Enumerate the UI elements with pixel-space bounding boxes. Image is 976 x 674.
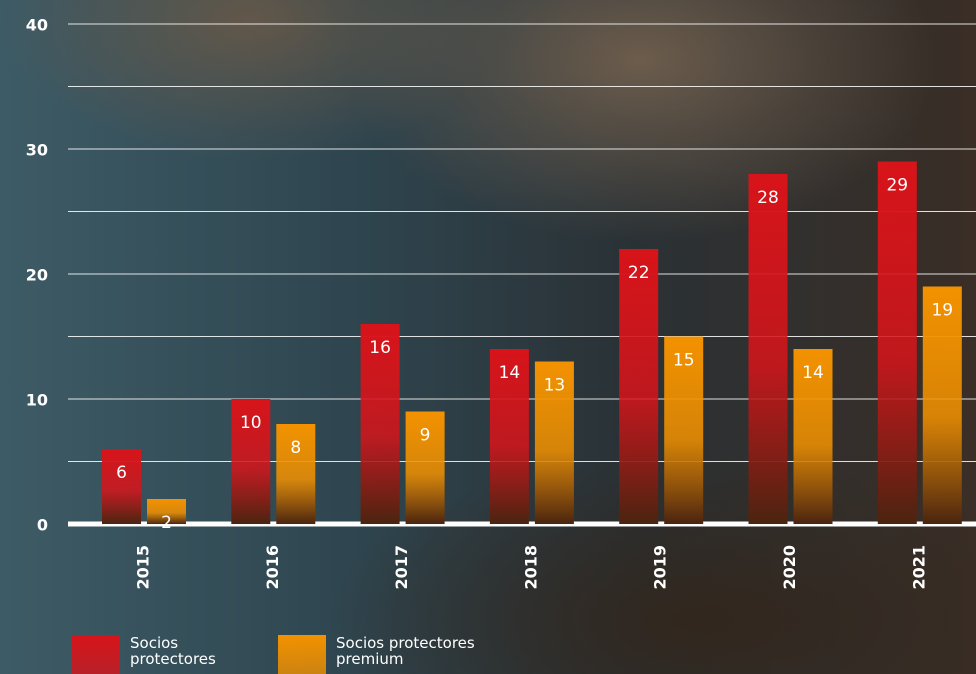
- data-label: 22: [628, 263, 650, 283]
- legend-item: Socios protectores premium: [278, 635, 516, 674]
- y-tick-label: 40: [26, 16, 48, 35]
- legend-item: Socios protectores: [72, 635, 240, 674]
- x-tick-label: 2018: [521, 545, 540, 590]
- bar: [489, 349, 529, 524]
- data-label: 14: [499, 363, 521, 383]
- bar: [276, 424, 316, 524]
- bar: [793, 349, 833, 524]
- data-label: 28: [757, 188, 779, 208]
- bar: [102, 449, 141, 524]
- bar: [619, 249, 659, 524]
- bar: [360, 324, 400, 524]
- y-tick-label: 30: [26, 141, 48, 160]
- data-label: 9: [420, 426, 431, 446]
- legend-swatch: [278, 635, 326, 674]
- x-tick-label: 2019: [651, 545, 670, 590]
- bar: [748, 174, 788, 524]
- data-label: 2: [161, 513, 172, 533]
- legend-label: Socios protectores: [130, 634, 216, 668]
- bar: [922, 286, 962, 524]
- x-tick-label: 2017: [392, 545, 411, 590]
- data-label: 6: [116, 463, 127, 483]
- x-tick-label: 2015: [134, 545, 153, 590]
- y-tick-label: 10: [26, 391, 48, 410]
- bar: [877, 161, 917, 524]
- data-label: 19: [931, 301, 953, 321]
- data-label: 8: [290, 438, 301, 458]
- legend-swatch: [72, 635, 120, 674]
- chart: 0 10 20 30 40 6 2 2015 10 8 2016 16 9 2017 14 13 2018 22 1…: [26, 16, 962, 590]
- x-tick-label: 2020: [780, 545, 799, 590]
- data-label: 29: [886, 176, 908, 196]
- data-label: 13: [544, 376, 566, 396]
- x-tick-label: 2016: [263, 545, 282, 590]
- bar: [405, 411, 445, 524]
- data-label: 16: [369, 338, 391, 358]
- x-tick-label: 2021: [909, 545, 928, 590]
- data-label: 15: [673, 351, 695, 371]
- y-tick-label: 0: [37, 516, 48, 535]
- data-label: 14: [802, 363, 824, 383]
- bar: [147, 499, 186, 524]
- bar: [231, 399, 271, 524]
- legend-label: Socios protectores premium: [336, 634, 475, 668]
- y-tick-label: 20: [26, 266, 48, 285]
- bar: [534, 361, 574, 524]
- data-label: 10: [240, 413, 262, 433]
- bar: [664, 336, 704, 524]
